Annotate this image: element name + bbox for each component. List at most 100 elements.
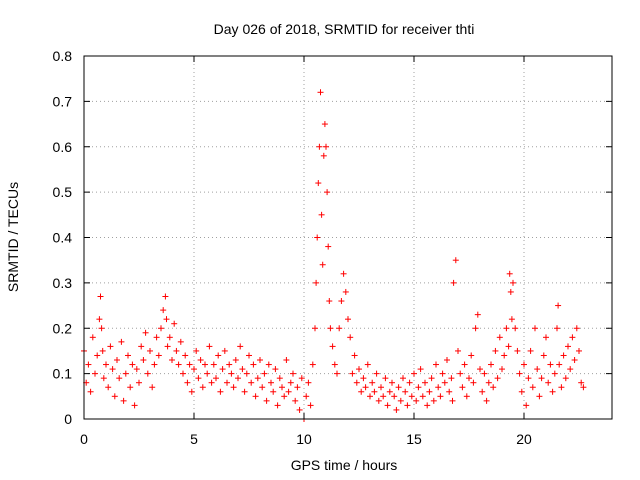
data-point — [270, 388, 277, 395]
data-point — [296, 406, 303, 413]
data-point — [250, 361, 257, 368]
data-point — [313, 279, 320, 286]
y-tick-label: 0.2 — [53, 320, 73, 336]
data-point — [85, 361, 92, 368]
data-point — [417, 366, 424, 373]
data-point — [501, 352, 508, 359]
data-point — [573, 325, 580, 332]
data-point — [448, 375, 455, 382]
data-point — [371, 388, 378, 395]
data-point — [193, 347, 200, 354]
data-point — [488, 361, 494, 368]
data-point — [94, 352, 101, 359]
data-point — [100, 375, 107, 382]
data-point — [263, 397, 270, 404]
data-point — [131, 402, 138, 409]
data-point — [268, 379, 274, 386]
data-point — [455, 347, 461, 354]
data-point — [312, 325, 318, 332]
data-point — [265, 361, 272, 368]
data-point — [496, 334, 503, 341]
data-point — [556, 361, 563, 368]
data-point — [382, 375, 389, 382]
data-point — [180, 370, 186, 377]
data-point — [215, 352, 222, 359]
data-point — [560, 352, 567, 359]
data-point — [226, 361, 233, 368]
data-point — [506, 270, 513, 277]
data-point — [184, 379, 191, 386]
data-point — [305, 379, 312, 386]
data-point — [298, 375, 305, 382]
data-point — [257, 357, 263, 364]
data-point — [508, 316, 515, 323]
data-point — [358, 388, 365, 395]
data-point — [290, 370, 296, 377]
data-point — [538, 375, 545, 382]
data-point — [329, 343, 336, 350]
data-point — [523, 402, 530, 409]
data-point — [149, 384, 156, 391]
data-point — [540, 352, 547, 359]
data-point — [111, 393, 118, 400]
data-point — [318, 211, 325, 218]
data-point — [283, 357, 290, 364]
data-point — [213, 375, 219, 382]
data-point — [317, 89, 324, 96]
data-point — [565, 343, 571, 350]
data-point — [444, 357, 450, 364]
data-point — [578, 379, 585, 386]
data-point — [285, 388, 292, 395]
data-point — [345, 316, 351, 323]
data-point — [321, 121, 328, 128]
data-point — [353, 379, 360, 386]
data-point — [402, 388, 409, 395]
data-point — [103, 361, 109, 368]
data-point — [133, 366, 140, 373]
data-point — [437, 393, 444, 400]
data-point — [204, 370, 211, 377]
y-tick-label: 0.1 — [53, 366, 73, 382]
x-tick-label: 5 — [190, 431, 198, 447]
data-point — [490, 384, 497, 391]
data-point — [116, 375, 123, 382]
data-point — [580, 384, 587, 391]
data-point — [380, 393, 387, 400]
data-point — [441, 379, 448, 386]
y-tick-label: 0.6 — [53, 139, 73, 155]
data-point — [571, 357, 578, 364]
data-point — [389, 379, 395, 386]
data-point — [120, 397, 127, 404]
data-point — [397, 397, 404, 404]
data-point — [518, 388, 525, 395]
data-point — [404, 402, 411, 409]
data-point — [461, 361, 468, 368]
data-point — [163, 316, 170, 323]
data-point — [551, 370, 558, 377]
data-point — [319, 261, 326, 268]
data-point — [576, 347, 582, 354]
data-point — [474, 311, 481, 318]
data-point — [430, 397, 437, 404]
y-tick-label: 0.5 — [53, 184, 73, 200]
data-point — [279, 384, 285, 391]
data-point — [336, 325, 343, 332]
data-point — [324, 189, 331, 196]
data-point — [543, 334, 549, 341]
data-point — [406, 379, 413, 386]
data-point — [477, 366, 483, 373]
data-point — [199, 384, 206, 391]
data-point — [158, 325, 164, 332]
data-point — [191, 366, 197, 373]
data-point — [364, 361, 371, 368]
data-point — [408, 393, 415, 400]
data-point — [395, 384, 402, 391]
data-point — [549, 388, 556, 395]
data-point — [202, 361, 208, 368]
data-point — [463, 393, 470, 400]
data-point — [153, 334, 160, 341]
data-point — [173, 347, 180, 354]
data-point — [248, 379, 255, 386]
data-point — [536, 393, 543, 400]
